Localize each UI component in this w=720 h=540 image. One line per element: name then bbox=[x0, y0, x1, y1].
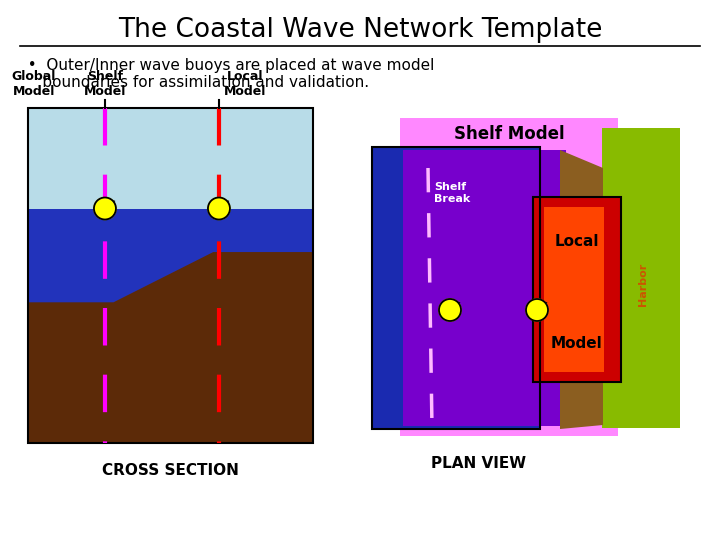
Text: Local: Local bbox=[554, 234, 599, 249]
Bar bbox=[28, 108, 313, 443]
Bar bbox=[372, 147, 540, 429]
Bar bbox=[544, 207, 604, 372]
Polygon shape bbox=[28, 252, 313, 443]
Text: CROSS SECTION: CROSS SECTION bbox=[102, 463, 239, 478]
Text: Harbor: Harbor bbox=[638, 262, 648, 306]
Bar bbox=[28, 108, 313, 208]
Bar bbox=[28, 208, 313, 443]
Text: Local
Model: Local Model bbox=[224, 70, 266, 98]
Text: The Coastal Wave Network Template: The Coastal Wave Network Template bbox=[118, 17, 602, 43]
Bar bbox=[372, 147, 540, 429]
Polygon shape bbox=[560, 150, 603, 429]
Bar bbox=[602, 128, 680, 428]
Text: PLAN VIEW: PLAN VIEW bbox=[431, 456, 526, 471]
Circle shape bbox=[526, 299, 548, 321]
Text: Model: Model bbox=[551, 336, 603, 352]
Circle shape bbox=[208, 198, 230, 219]
Text: Shelf Model: Shelf Model bbox=[454, 125, 564, 143]
Circle shape bbox=[439, 299, 461, 321]
Text: Global
Model: Global Model bbox=[12, 70, 56, 98]
Text: boundaries for assimilation and validation.: boundaries for assimilation and validati… bbox=[18, 75, 369, 90]
Text: •  Outer/Inner wave buoys are placed at wave model: • Outer/Inner wave buoys are placed at w… bbox=[18, 58, 434, 73]
Circle shape bbox=[94, 198, 116, 219]
Text: Shelf
Break: Shelf Break bbox=[434, 182, 470, 204]
Bar bbox=[400, 118, 618, 436]
Bar bbox=[403, 150, 566, 426]
Text: Shelf
Model: Shelf Model bbox=[84, 70, 126, 98]
Bar bbox=[533, 197, 621, 382]
